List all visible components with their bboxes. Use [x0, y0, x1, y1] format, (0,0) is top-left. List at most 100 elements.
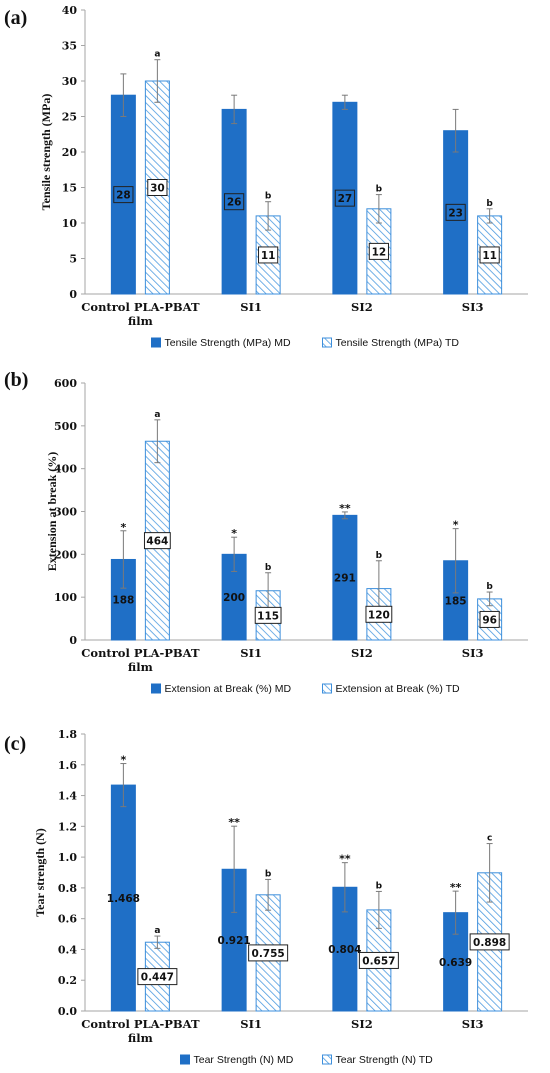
significance-mark: b [486, 199, 493, 209]
x-category-label: SI3 [462, 300, 484, 314]
value-label: 96 [482, 614, 497, 626]
x-category-label: SI2 [351, 646, 373, 660]
significance-mark: * [231, 527, 237, 540]
significance-mark: b [486, 582, 493, 592]
value-label-box [469, 933, 510, 951]
x-category-label: SI3 [462, 1017, 484, 1031]
value-label-box [258, 246, 279, 264]
x-category-label: SI1 [240, 646, 262, 660]
value-label: 115 [257, 610, 279, 622]
value-label: 188 [112, 595, 134, 607]
chart-panel-a: (a) 0 5 10 15 20 25 30 35 40 Tensile strength (MPa… [4, 4, 528, 349]
value-label: 120 [368, 609, 390, 621]
significance-mark: a [154, 926, 160, 936]
value-label-box [334, 189, 355, 207]
value-label-box [248, 944, 289, 962]
x-category-label: SI1 [240, 1017, 262, 1031]
value-label-box [368, 242, 389, 260]
y-tick-label: 5 [69, 253, 77, 266]
y-tick-label: 0.4 [58, 943, 77, 956]
x-category-label: Control PLA-PBAT film [81, 646, 200, 674]
value-label-box [147, 179, 168, 196]
y-tick-label: 0.8 [58, 882, 77, 895]
y-tick-label: 40 [62, 4, 78, 17]
legend-label: Tensile Strength (MPa) MD [165, 337, 291, 349]
value-label-box [143, 532, 171, 550]
legend-swatch [151, 337, 161, 348]
significance-mark: c [487, 834, 492, 844]
bar-md [332, 514, 358, 641]
value-label: 30 [150, 183, 165, 195]
value-label: 0.657 [362, 955, 395, 967]
significance-mark: a [154, 50, 160, 60]
value-label: 0.447 [141, 972, 174, 984]
value-label-box [479, 610, 500, 628]
legend-swatch [322, 1054, 332, 1065]
x-category-label: SI1 [240, 300, 262, 314]
y-tick-label: 100 [54, 591, 77, 604]
value-label: 291 [334, 573, 356, 585]
y-tick-label: 20 [62, 146, 78, 159]
y-tick-label: 1.4 [58, 790, 77, 803]
y-tick-label: 10 [62, 217, 78, 230]
x-category-label: SI2 [351, 1017, 373, 1031]
y-tick-label: 0.6 [58, 913, 77, 926]
legend-swatch [322, 683, 332, 694]
panel-label: (c) [4, 733, 26, 755]
value-label: 464 [146, 536, 168, 548]
x-category-label: SI2 [351, 300, 373, 314]
significance-mark: ** [339, 853, 351, 866]
significance-mark: a [154, 410, 160, 420]
value-label: 11 [261, 250, 276, 262]
panel-label: (b) [4, 369, 28, 391]
y-tick-label: 35 [62, 40, 77, 53]
chart-panel-c: (c) 0.0 0.2 0.4 0.6 0.8 1.0 1.2 1.4 1.6 1.8 Tear st… [4, 728, 528, 1066]
y-tick-label: 200 [54, 548, 77, 561]
value-label: 0.898 [473, 937, 506, 949]
y-tick-label: 500 [54, 420, 77, 433]
significance-mark: b [265, 563, 272, 573]
y-tick-label: 1.2 [58, 820, 77, 833]
y-tick-label: 1.6 [58, 759, 77, 772]
y-axis-title: Extension at break (%) [45, 452, 59, 571]
significance-mark: * [120, 521, 126, 534]
value-label-box [113, 186, 134, 204]
value-label: 0.639 [439, 957, 472, 969]
significance-mark: b [265, 192, 272, 202]
x-category-label: Control PLA-PBAT film [81, 300, 200, 328]
significance-mark: ** [450, 881, 462, 894]
y-tick-label: 300 [54, 506, 77, 519]
value-label-box [445, 203, 466, 221]
y-tick-label: 600 [54, 377, 77, 390]
y-axis-title: Tear strength (N) [33, 828, 47, 916]
significance-mark: b [376, 881, 383, 891]
y-tick-label: 15 [62, 182, 77, 195]
value-label-box [254, 606, 282, 624]
value-label: 200 [223, 592, 245, 604]
x-category-label: SI3 [462, 646, 484, 660]
value-label: 12 [372, 246, 387, 258]
legend-label: Extension at Break (%) TD [336, 683, 461, 695]
value-label-box [224, 193, 245, 211]
y-tick-label: 0.0 [58, 1005, 77, 1018]
y-tick-label: 25 [62, 111, 77, 124]
legend-label: Tear Strength (N) MD [194, 1054, 294, 1066]
y-axis-title: Tensile strength (MPa) [39, 94, 53, 211]
value-label: 0.755 [252, 948, 285, 960]
legend-label: Extension at Break (%) MD [165, 683, 292, 695]
y-tick-label: 0 [69, 634, 77, 647]
legend-swatch [151, 683, 161, 694]
value-label: 1.468 [107, 893, 140, 905]
x-category-label: Control PLA-PBAT film [81, 1017, 200, 1045]
y-tick-label: 30 [62, 75, 78, 88]
legend-swatch [180, 1054, 190, 1065]
significance-mark: b [376, 551, 383, 561]
value-label: 11 [482, 250, 497, 262]
legend-label: Tensile Strength (MPa) TD [336, 337, 460, 349]
y-tick-label: 400 [54, 463, 77, 476]
legend-label: Tear Strength (N) TD [336, 1054, 434, 1066]
bar-md [110, 784, 136, 1012]
value-label: 23 [448, 207, 463, 219]
value-label: 28 [116, 190, 131, 202]
